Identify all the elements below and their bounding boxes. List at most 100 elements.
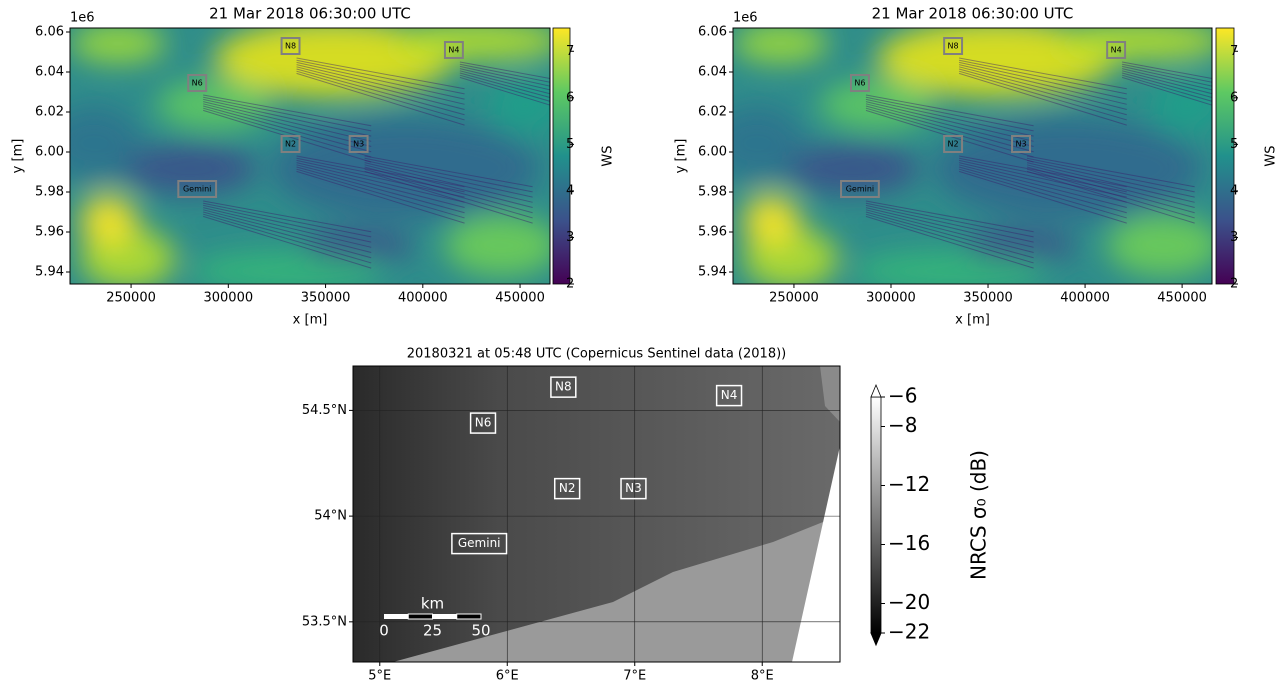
x-tick-label: 250000: [769, 291, 819, 306]
wake: [364, 166, 533, 214]
y-axis-label: y [m]: [674, 139, 689, 174]
farm-label: N3: [1015, 140, 1026, 149]
wake: [203, 94, 372, 127]
farm-label: Gemini: [458, 536, 501, 550]
wake: [459, 76, 550, 106]
colorbar-tick-label: −22: [888, 620, 930, 644]
y-tick-label: 5.96: [698, 225, 727, 240]
farm-box: [1011, 135, 1031, 153]
blob: [1149, 74, 1212, 136]
wake: [865, 105, 1034, 153]
wake: [296, 170, 465, 224]
farm-label: N2: [559, 481, 576, 495]
y-tick-label: 54°N: [314, 509, 347, 524]
x-axis-label: x [m]: [293, 313, 328, 328]
blob: [733, 104, 805, 182]
wake: [203, 96, 372, 132]
colorbar-tick-label: 2: [566, 277, 574, 292]
wake: [203, 200, 372, 233]
wake: [459, 63, 550, 83]
colorbar-label: WS: [601, 145, 616, 166]
chart-title: 20180321 at 05:48 UTC (Copernicus Sentin…: [407, 347, 787, 362]
blob: [819, 79, 935, 131]
field-texture: [70, 28, 550, 284]
wake: [958, 168, 1127, 219]
wake: [364, 159, 533, 198]
wake: [296, 157, 465, 193]
wake: [203, 105, 372, 153]
blob: [962, 230, 1078, 261]
offset-label: 1e6: [733, 11, 758, 26]
colorbar: [1215, 27, 1235, 285]
farm-label: Gemini: [846, 185, 874, 194]
colorbar-label: NRCS σ₀ (dB): [967, 450, 991, 580]
wake: [203, 103, 372, 148]
wake: [296, 162, 465, 203]
colorbar: [870, 396, 882, 634]
wake: [203, 202, 372, 238]
farm-box: [849, 74, 870, 92]
axes-frame: [352, 365, 841, 663]
farm-label: N8: [285, 42, 296, 51]
wake: [865, 94, 1034, 127]
x-axis-label: x [m]: [955, 313, 990, 328]
wake: [364, 170, 533, 224]
colorbar-tick-label: 3: [1230, 230, 1238, 245]
wake: [459, 72, 550, 99]
blob: [487, 74, 550, 136]
wake: [958, 72, 1127, 126]
wake: [865, 209, 1034, 254]
plot-area: [353, 366, 840, 662]
wake: [1122, 65, 1212, 87]
wake: [296, 72, 465, 126]
wake: [1121, 70, 1212, 95]
wake: [865, 107, 1034, 158]
wake: [865, 211, 1034, 259]
x-tick-label: 8°E: [751, 669, 774, 683]
y-tick-label: 5.94: [698, 265, 727, 280]
wake: [459, 74, 550, 102]
wake: [296, 70, 465, 121]
y-tick-label: 6.02: [698, 105, 727, 120]
wake: [203, 204, 372, 243]
wake: [958, 59, 1127, 95]
x-tick-label: 5°E: [368, 669, 391, 683]
farm-label: N6: [192, 79, 203, 88]
wake: [459, 68, 550, 91]
colorbar-label: WS: [1264, 145, 1279, 166]
farm-box: [943, 135, 964, 153]
wake: [296, 166, 465, 214]
farm-label: N3: [353, 140, 364, 149]
colorbar-tick-label: 7: [566, 44, 574, 59]
farm-label: N6: [475, 416, 492, 430]
offset-label: 1e6: [70, 11, 95, 26]
y-tick-label: 54.5°N: [302, 403, 347, 418]
wake: [865, 200, 1034, 233]
wake: [296, 64, 465, 105]
colorbar-tick-label: 6: [566, 90, 574, 105]
wake: [203, 107, 372, 158]
scalebar-label: km: [421, 595, 444, 613]
wake: [1121, 72, 1212, 99]
scalebar-seg: [456, 613, 482, 620]
wake: [1121, 76, 1212, 106]
wake: [1026, 170, 1195, 224]
wake: [364, 157, 533, 193]
wake: [1122, 63, 1212, 83]
wake: [296, 164, 465, 209]
y-tick-label: 5.98: [698, 185, 727, 200]
blob: [300, 230, 416, 261]
y-axis-label: y [m]: [11, 139, 26, 174]
scalebar-seg: [407, 613, 433, 620]
wake: [958, 157, 1127, 193]
wake: [1026, 166, 1195, 214]
wake: [958, 68, 1127, 116]
wake: [959, 57, 1127, 90]
wake: [459, 70, 550, 95]
farm-box: [1106, 41, 1127, 59]
y-tick-label: 5.94: [35, 265, 64, 280]
blob: [444, 214, 550, 277]
x-tick-label: 300000: [866, 291, 916, 306]
farm-box: [620, 477, 647, 500]
plot-area: [733, 28, 1212, 284]
